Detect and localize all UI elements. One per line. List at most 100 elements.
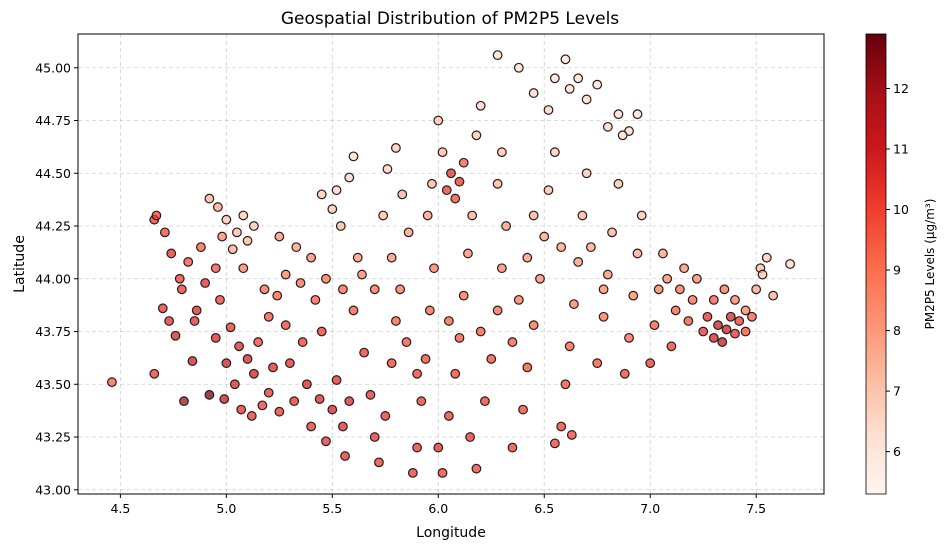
data-point xyxy=(295,278,306,288)
data-point xyxy=(189,316,200,326)
data-point xyxy=(569,299,579,309)
colorbar-label: PM2P5 Levels (µg/m³) xyxy=(923,199,937,330)
data-point xyxy=(348,305,359,316)
data-point xyxy=(357,269,367,280)
x-axis-label: Longitude xyxy=(416,525,486,541)
data-point xyxy=(183,256,194,267)
data-point xyxy=(450,368,461,379)
data-point xyxy=(246,411,257,421)
data-point xyxy=(751,284,762,295)
data-point xyxy=(683,316,694,326)
data-point xyxy=(403,227,414,238)
data-point xyxy=(443,316,454,326)
data-point xyxy=(369,284,380,295)
chart-title: Geospatial Distribution of PM2P5 Levels xyxy=(281,9,619,29)
data-point xyxy=(560,54,571,65)
data-point xyxy=(234,341,244,352)
data-point xyxy=(719,284,730,295)
data-point xyxy=(585,242,596,253)
data-point xyxy=(613,109,624,120)
data-point xyxy=(480,396,490,407)
y-tick-label: 44.00 xyxy=(35,271,71,286)
data-point xyxy=(556,242,567,253)
data-point xyxy=(242,354,253,364)
data-point xyxy=(274,231,285,242)
data-point xyxy=(528,88,539,98)
x-tick-label: 6.5 xyxy=(534,501,554,516)
data-point xyxy=(513,294,524,305)
data-point xyxy=(785,259,795,269)
data-point xyxy=(653,284,664,295)
data-point xyxy=(549,73,560,84)
data-point xyxy=(263,387,274,398)
data-point xyxy=(662,273,673,284)
data-point xyxy=(566,430,577,440)
data-point xyxy=(176,284,187,295)
data-point xyxy=(166,248,177,259)
data-point xyxy=(204,193,215,204)
data-point xyxy=(708,294,719,305)
data-point xyxy=(291,242,302,253)
data-point xyxy=(340,451,350,461)
data-point xyxy=(382,164,393,174)
data-point xyxy=(698,326,709,337)
data-point xyxy=(210,263,221,274)
data-point xyxy=(598,284,609,295)
data-point xyxy=(645,358,656,369)
data-point xyxy=(539,231,550,242)
colorbar-ticks: 6 7 8 9 10 11 12 xyxy=(886,81,909,459)
data-point xyxy=(327,404,338,415)
data-point xyxy=(602,269,613,280)
data-point xyxy=(249,368,259,379)
data-point xyxy=(280,269,291,280)
data-point xyxy=(227,244,238,255)
data-point xyxy=(501,221,512,231)
data-point xyxy=(556,421,567,432)
data-point xyxy=(441,185,452,196)
data-point xyxy=(564,341,575,352)
data-point xyxy=(107,377,117,388)
data-point xyxy=(573,73,584,84)
data-point xyxy=(386,252,397,263)
x-tick-label: 4.5 xyxy=(110,501,130,516)
data-point xyxy=(619,368,630,379)
y-axis-label: Latitude xyxy=(12,235,28,293)
colorbar-tick-label: 8 xyxy=(893,323,901,338)
data-point xyxy=(496,147,507,158)
data-point xyxy=(380,411,391,421)
data-point xyxy=(344,172,355,183)
data-point xyxy=(196,242,206,253)
data-point xyxy=(229,379,240,390)
data-point xyxy=(314,394,325,404)
data-point xyxy=(191,305,202,316)
colorbar-tick-label: 12 xyxy=(893,81,909,96)
data-point xyxy=(238,263,249,274)
data-point xyxy=(316,189,327,200)
data-point xyxy=(321,436,331,447)
data-point xyxy=(465,432,475,442)
data-point xyxy=(507,442,518,453)
colorbar-tick-label: 6 xyxy=(893,444,901,459)
data-point xyxy=(486,354,497,364)
data-point xyxy=(679,263,690,274)
data-point xyxy=(378,210,389,221)
data-point xyxy=(232,227,242,238)
data-point xyxy=(666,341,677,352)
data-point xyxy=(543,185,554,196)
data-point xyxy=(492,50,503,61)
y-axis-ticks: 43.00 43.25 43.50 43.75 44.00 44.25 44.50 44.75… xyxy=(35,60,78,497)
data-point xyxy=(200,278,211,288)
data-point xyxy=(259,284,270,295)
data-point xyxy=(674,284,685,295)
data-point xyxy=(164,316,175,326)
data-point xyxy=(157,303,168,314)
data-point xyxy=(422,210,433,221)
data-point xyxy=(297,337,308,347)
data-point xyxy=(560,379,571,390)
data-point xyxy=(433,442,444,453)
data-point xyxy=(344,396,355,407)
data-point xyxy=(437,147,448,158)
data-point xyxy=(401,337,412,347)
data-point xyxy=(352,252,363,263)
